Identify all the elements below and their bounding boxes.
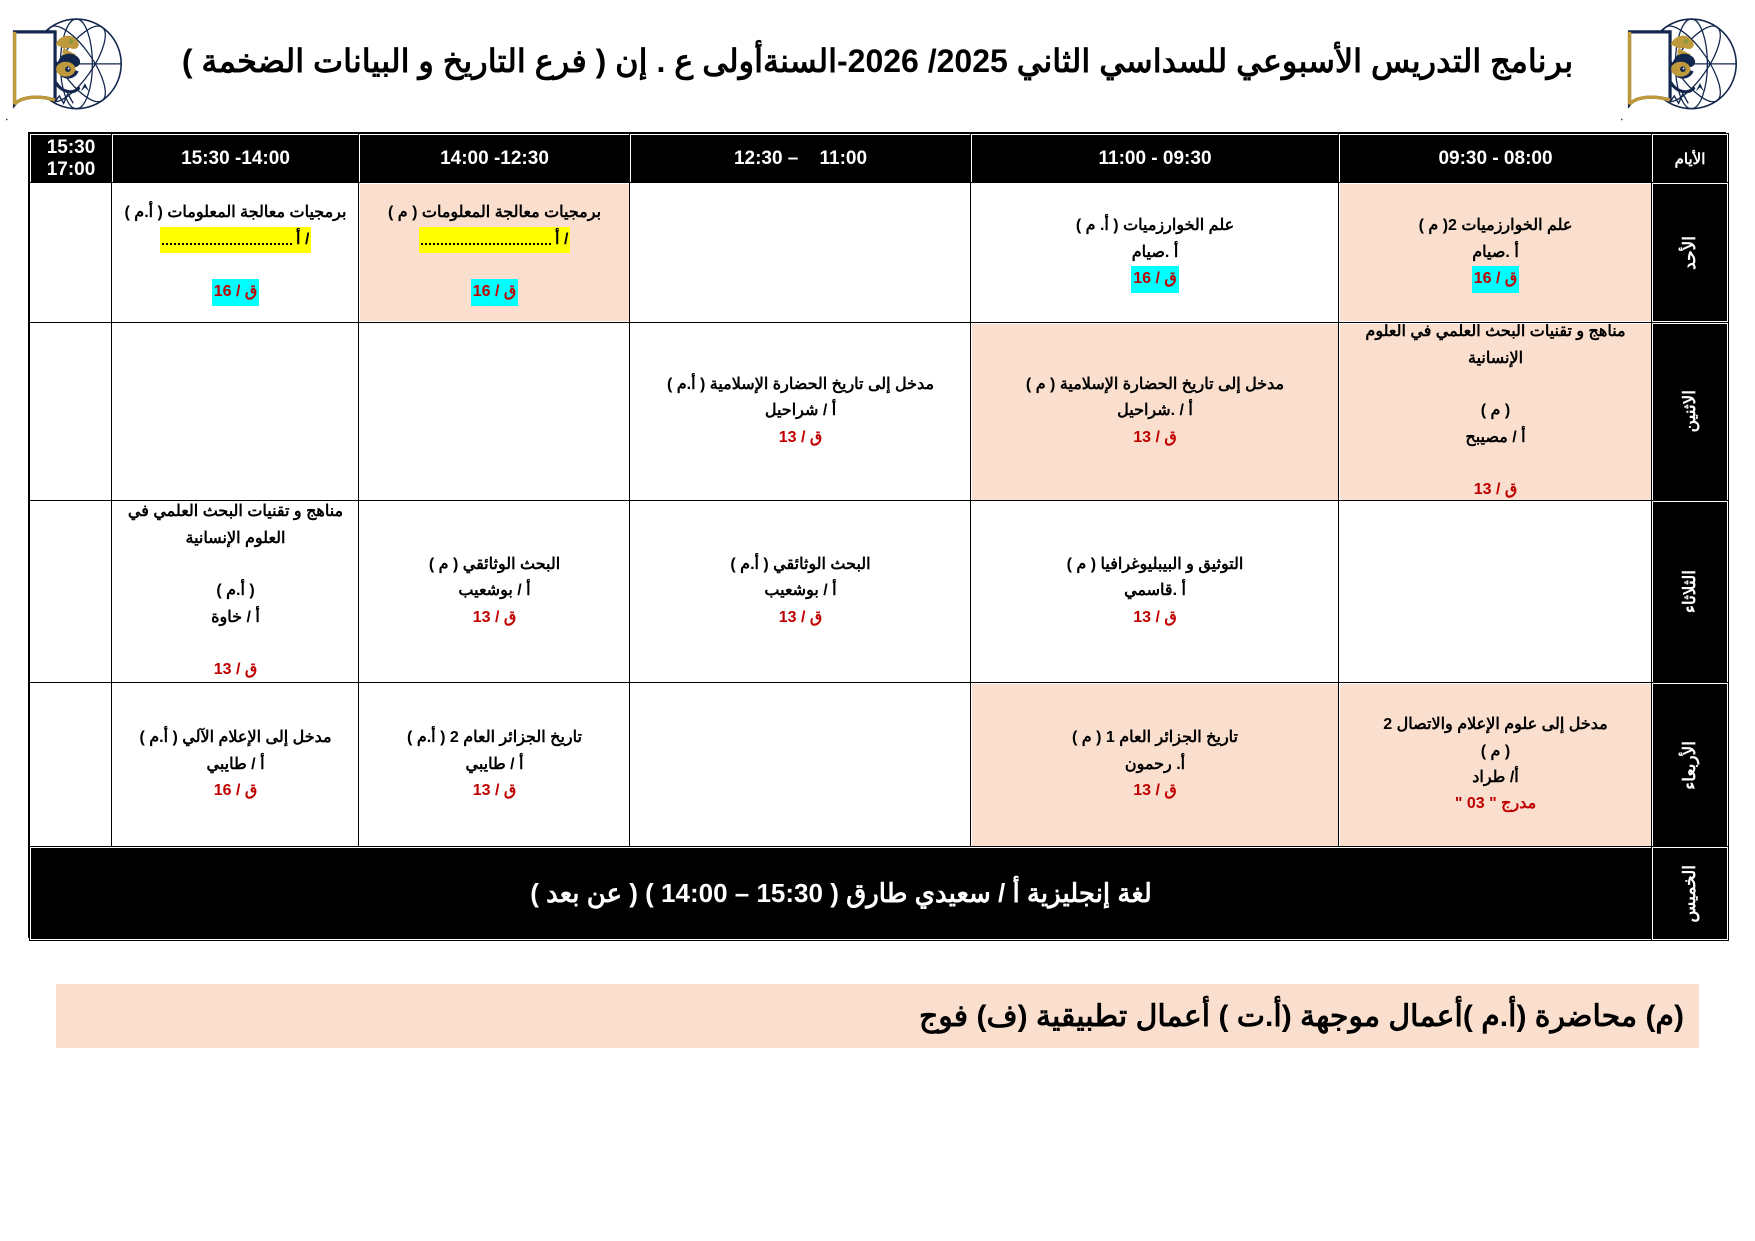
svg-text:جامعة عباس لغرور خنشلة: جامعة عباس لغرور خنشلة: [1621, 114, 1623, 123]
svg-text:جامعة عباس لغرور خنشلة: جامعة عباس لغرور خنشلة: [6, 114, 8, 123]
